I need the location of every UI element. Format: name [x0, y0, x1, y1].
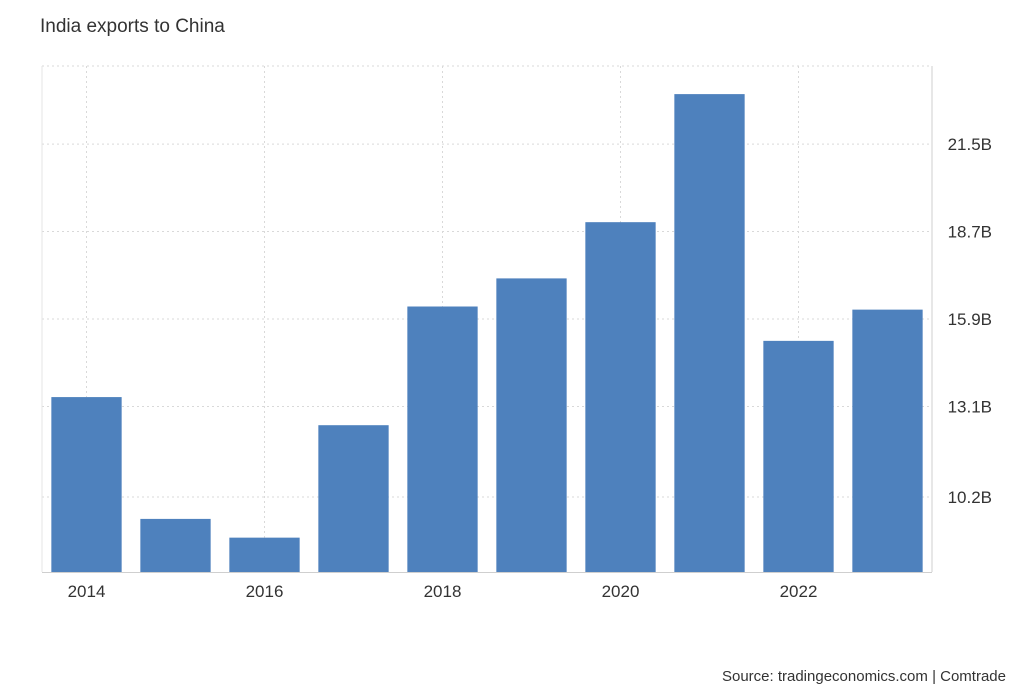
bar-2015[interactable]	[140, 518, 211, 572]
bar-2020[interactable]	[585, 222, 656, 572]
chart-title: India exports to China	[40, 16, 225, 37]
axes	[41, 66, 933, 573]
bars	[51, 94, 923, 572]
x-tick-label: 2022	[780, 582, 818, 601]
bar-2017[interactable]	[318, 425, 389, 572]
bar-2022[interactable]	[763, 340, 834, 572]
x-tick-label: 2014	[68, 582, 106, 601]
y-tick-label: 18.7B	[948, 223, 992, 242]
bar-2014[interactable]	[51, 397, 122, 572]
bar-2016[interactable]	[229, 537, 300, 572]
bar-2018[interactable]	[407, 306, 478, 572]
y-tick-labels: 10.2B 13.1B 15.9B 18.7B 21.5B	[948, 135, 992, 507]
bar-2019[interactable]	[496, 278, 567, 572]
x-tick-label: 2016	[246, 582, 284, 601]
y-tick-label: 21.5B	[948, 135, 992, 154]
x-tick-label: 2020	[602, 582, 640, 601]
x-tick-labels: 2014 2016 2018 2020 2022	[68, 582, 818, 601]
y-tick-label: 15.9B	[948, 310, 992, 329]
bar-2021[interactable]	[674, 94, 745, 572]
x-tick-label: 2018	[424, 582, 462, 601]
bar-2023[interactable]	[852, 309, 923, 572]
y-tick-label: 13.1B	[948, 397, 992, 416]
source-note: Source: tradingeconomics.com | Comtrade	[721, 668, 1006, 685]
y-tick-label: 10.2B	[948, 488, 992, 507]
